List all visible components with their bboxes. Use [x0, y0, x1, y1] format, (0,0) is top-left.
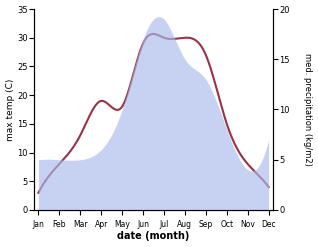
Y-axis label: med. precipitation (kg/m2): med. precipitation (kg/m2) — [303, 53, 313, 166]
X-axis label: date (month): date (month) — [117, 231, 190, 242]
Y-axis label: max temp (C): max temp (C) — [5, 78, 15, 141]
